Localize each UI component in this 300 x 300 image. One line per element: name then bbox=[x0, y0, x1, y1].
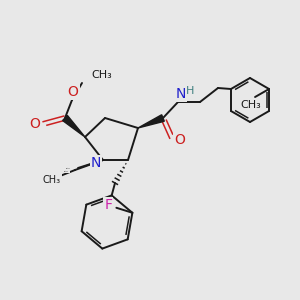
Text: N: N bbox=[176, 87, 186, 101]
Polygon shape bbox=[138, 115, 164, 128]
Polygon shape bbox=[63, 116, 85, 137]
Text: methyl: methyl bbox=[64, 170, 68, 172]
Text: CH₃: CH₃ bbox=[91, 70, 112, 80]
Text: CH₃: CH₃ bbox=[43, 175, 61, 185]
Text: O: O bbox=[175, 133, 185, 147]
Text: N: N bbox=[91, 156, 101, 170]
Text: H: H bbox=[186, 86, 194, 96]
Text: F: F bbox=[104, 198, 112, 212]
Text: O: O bbox=[68, 85, 78, 99]
Text: O: O bbox=[30, 117, 40, 131]
Text: methyl: methyl bbox=[66, 167, 70, 169]
Text: CH₃: CH₃ bbox=[241, 100, 261, 110]
